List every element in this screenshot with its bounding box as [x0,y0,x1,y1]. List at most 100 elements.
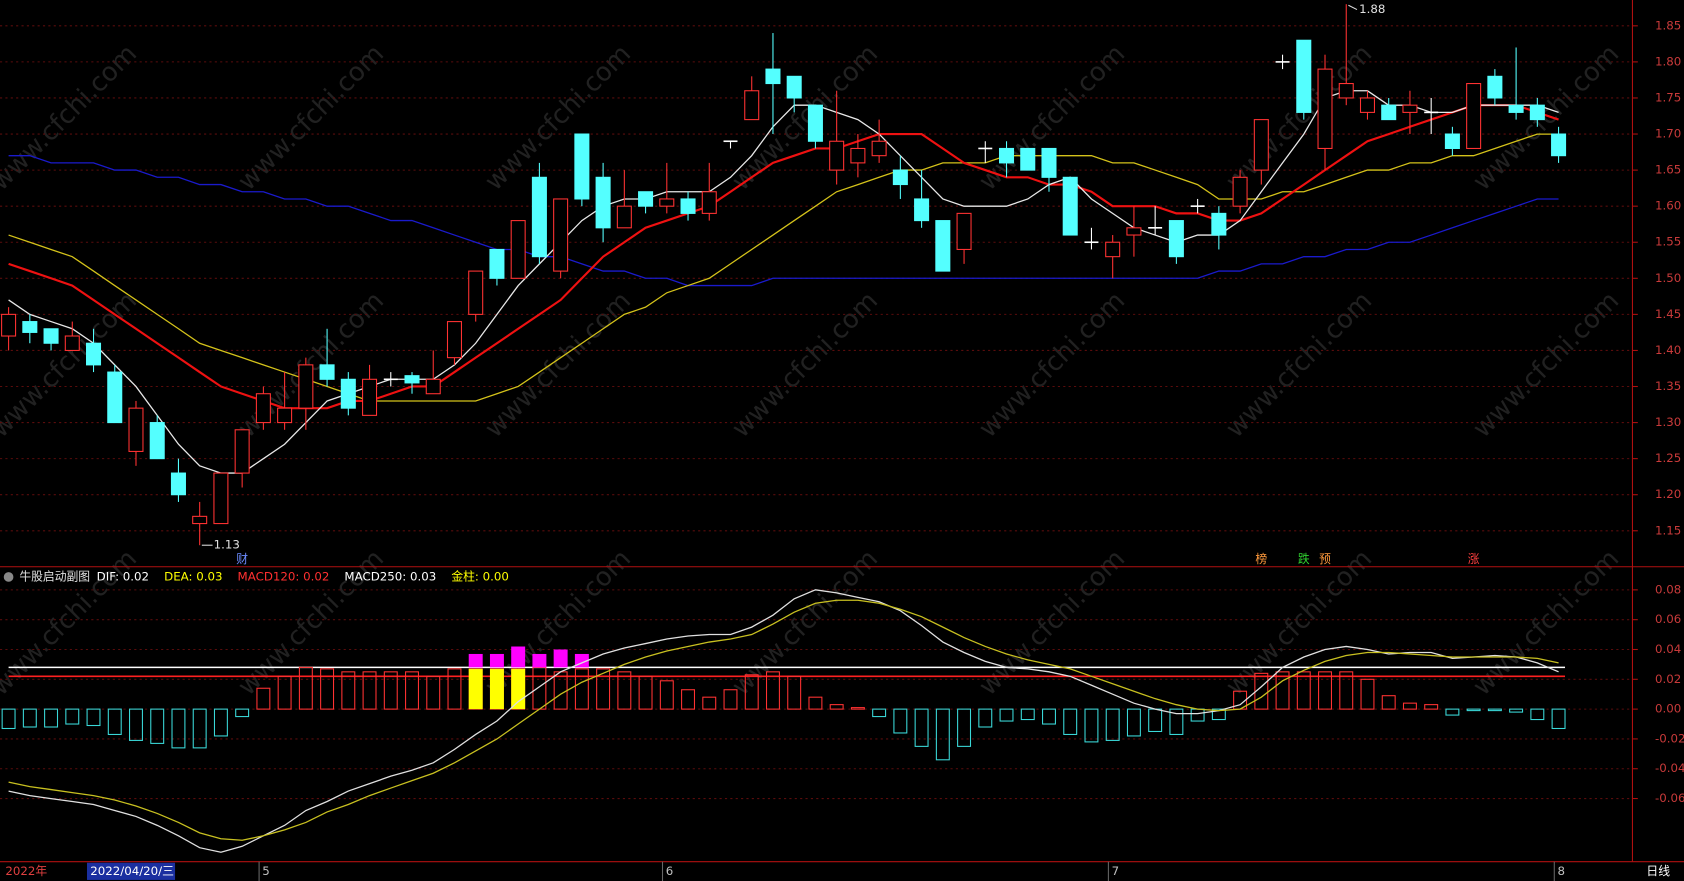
candle-body [850,147,866,164]
y-tick-label: 1.75 [1655,90,1681,104]
candle-body [1168,220,1184,258]
macd-bar [171,708,186,749]
y-tick-label: 0.06 [1655,612,1681,626]
y-tick-label: 1.20 [1655,487,1681,501]
macd-bar [1169,708,1184,735]
macd-bar [107,708,122,735]
y-tick-label: 1.50 [1655,271,1681,285]
candle-body [1,313,17,337]
candle-body [807,104,823,142]
y-tick-label: -0.02 [1655,731,1684,745]
macd-bar [872,708,887,718]
macd-bar [617,671,632,710]
macd-bar [235,708,250,718]
gold-bar [511,668,526,710]
y-tick-label: 1.70 [1655,127,1681,141]
magenta-bar [468,653,483,668]
x-tick-label: 6 [666,864,674,878]
macd-bar [765,671,780,710]
panel-title: 牛股启动副图 [19,569,90,583]
macd-bar [702,696,717,710]
magenta-bar [532,653,547,668]
macd-bar [298,666,313,710]
min-label: 1.13 [214,538,240,552]
macd-bar [1360,678,1375,710]
macd-bar [150,708,165,744]
period[interactable]: 日线 [1646,864,1670,878]
gold-bar [489,668,504,710]
macd-bar [1254,672,1269,710]
candle-body [531,176,547,258]
indicator-label: MACD250: 0.03 [344,569,436,583]
candle-body [892,169,908,186]
macd-bar [426,675,441,710]
macd-bar [574,668,589,710]
y-tick-label: 1.15 [1655,523,1681,537]
cursor-date-bg [86,862,176,880]
candle-body [1020,147,1036,171]
gold-bar [468,668,483,710]
max-label: 1.88 [1359,2,1385,16]
candle-body [935,220,951,272]
candle-body [510,220,526,279]
candle-body [1062,176,1078,236]
candle-body [1317,68,1333,149]
candle-body [255,393,271,424]
candle-body [914,198,930,222]
candle-body [1551,133,1567,157]
y-tick-label: 1.40 [1655,343,1681,357]
candle-body [744,90,760,121]
candle-body [829,140,845,171]
macd-bar [447,668,462,710]
macd-bar [957,708,972,747]
candle-body [956,212,972,250]
candle-body [319,364,335,380]
candle-body [362,378,378,416]
candle-body [1402,104,1418,113]
macd-bar [681,689,696,710]
macd-bar [1211,708,1226,721]
candle-body [107,371,123,424]
indicator-line [8,599,1559,841]
y-tick-label: 0.08 [1655,582,1681,596]
candle-body [786,75,802,99]
indicator-label: DIF: 0.02 [97,569,149,583]
candle-body [489,248,505,279]
y-tick-label: 0.02 [1655,672,1681,686]
indicator-label: DEA: 0.03 [164,569,222,583]
macd-bar [935,708,950,761]
cursor-date: 2022/04/20/三 [90,864,174,878]
macd-bar [659,680,674,710]
macd-bar [1105,708,1120,741]
event-marker: 涨 [1468,552,1480,566]
candle-body [149,422,165,460]
candle-body [1529,104,1545,121]
y-tick-label: 1.55 [1655,235,1681,249]
macd-bar [1318,671,1332,710]
candle-body [1381,104,1397,121]
footer-year: 2022年 [5,864,47,878]
macd-bar [192,708,207,749]
macd-bar [978,708,993,728]
candle-body [595,176,611,229]
candle-body [1126,227,1142,236]
panel-icon[interactable] [3,572,14,582]
candle-body [192,515,208,525]
candle-body [1232,176,1248,207]
indicator-label: MACD120: 0.02 [238,569,330,583]
macd-bar [638,675,653,710]
macd-bar [1296,671,1311,710]
y-tick-label: 0.00 [1655,702,1681,716]
macd-bar [1339,671,1354,710]
macd-bar [893,708,908,734]
macd-bar [86,708,101,727]
candle-body [43,328,59,344]
macd-bar [744,674,759,710]
macd-bar [1084,708,1099,743]
candle-body [1105,241,1121,258]
x-tick-label: 8 [1557,864,1565,878]
macd-bar [1424,704,1439,710]
candle-body [22,321,38,333]
moving-average-line [8,90,1559,474]
